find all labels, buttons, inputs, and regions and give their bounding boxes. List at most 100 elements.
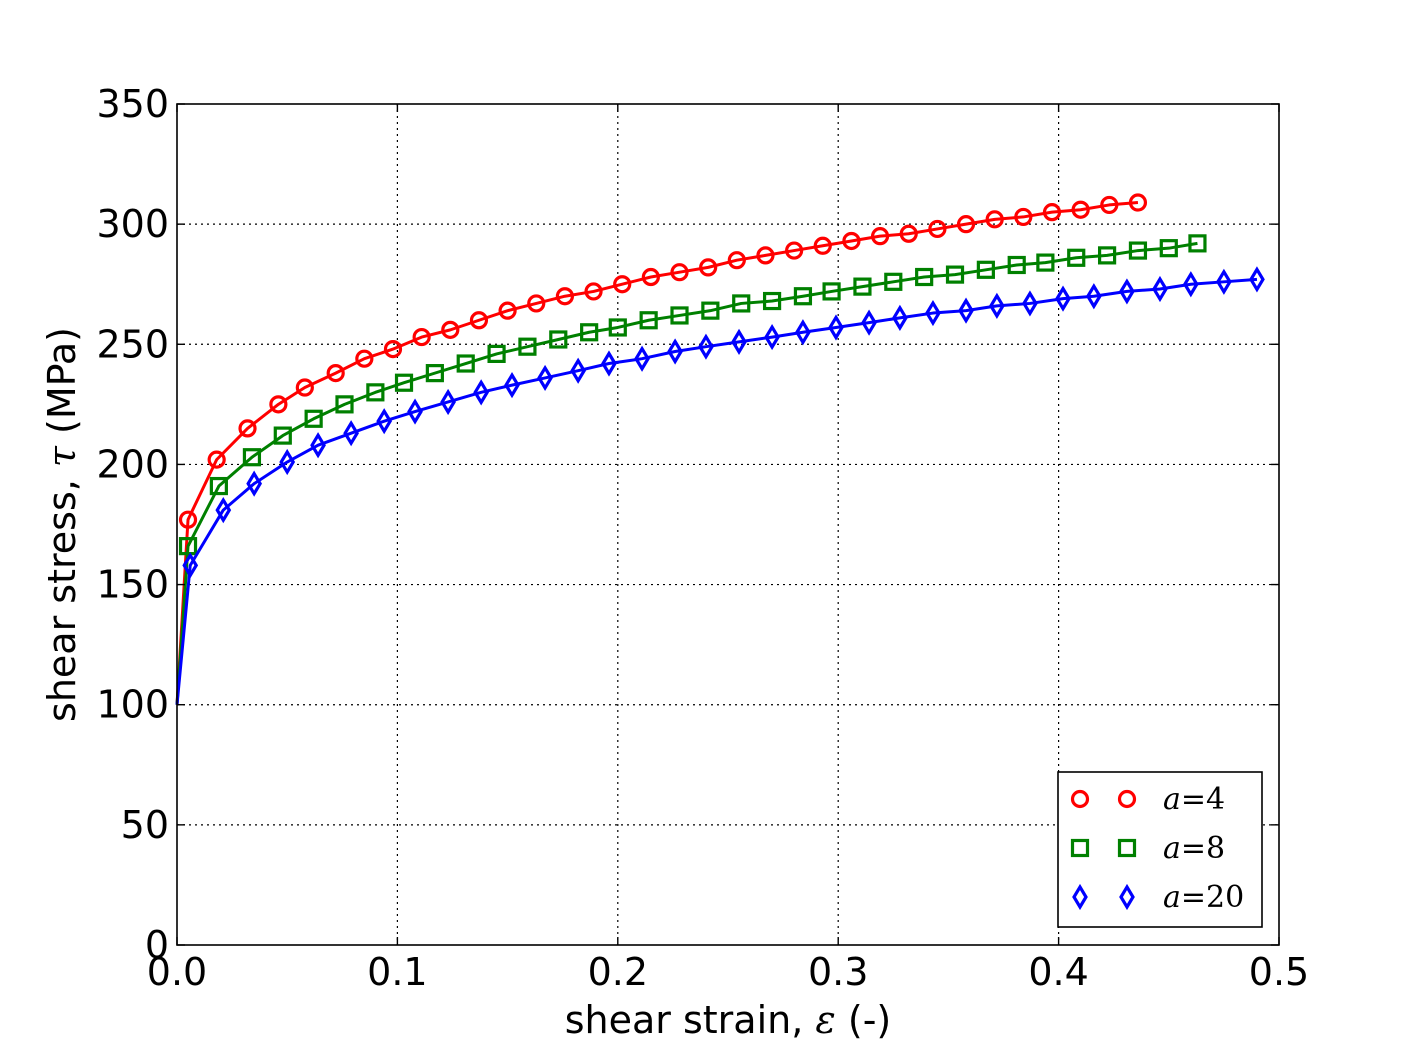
y-tick-label: 350	[96, 82, 169, 126]
ticks: 0.0 0.1 0.2 0.3 0.4 0.5 0 50 100 150 200 250 300 350	[96, 82, 1309, 994]
data-point	[425, 364, 444, 383]
data-point	[555, 287, 575, 306]
data-point	[732, 294, 751, 313]
data-point	[1159, 239, 1178, 258]
legend-marker	[1070, 789, 1090, 809]
data-point	[870, 227, 890, 246]
data-point	[376, 408, 393, 435]
y-tick-label: 0	[145, 923, 169, 967]
y-tick-label: 200	[96, 442, 169, 486]
x-tick-label: 0.3	[808, 950, 868, 994]
data-point	[456, 354, 475, 373]
data-point	[985, 210, 1004, 229]
data-point	[1042, 203, 1062, 222]
data-point	[828, 314, 844, 341]
data-point	[335, 395, 354, 414]
data-point	[215, 496, 232, 524]
data-point	[698, 333, 714, 360]
data-point	[182, 552, 199, 579]
data-point	[884, 272, 903, 291]
y-tick-label: 50	[121, 803, 169, 847]
data-point	[412, 327, 431, 347]
data-point	[1085, 283, 1102, 310]
data-point	[1067, 248, 1086, 267]
data-point	[756, 246, 775, 265]
data-point	[956, 215, 976, 234]
data-point	[1249, 266, 1265, 293]
data-point	[764, 323, 780, 351]
data-point	[1188, 234, 1207, 253]
data-point	[310, 432, 326, 459]
x-tick-label: 0.5	[1249, 950, 1309, 994]
data-point	[570, 357, 586, 384]
data-point	[915, 267, 934, 287]
legend-marker	[1117, 789, 1137, 809]
data-point	[634, 345, 650, 372]
y-tick-label: 100	[96, 683, 169, 727]
data-point	[1216, 268, 1232, 295]
series-a=8	[175, 234, 1207, 705]
y-tick-label: 300	[96, 202, 169, 246]
data-point	[504, 372, 520, 399]
legend-label: a=8	[1163, 831, 1225, 866]
legend-item: a=4	[1070, 782, 1225, 817]
data-point	[383, 339, 403, 359]
data-point	[958, 297, 974, 324]
legend-item: a=8	[1070, 831, 1225, 866]
data-point	[1022, 290, 1038, 317]
data-point	[469, 311, 489, 330]
y-tick-label: 150	[96, 563, 169, 607]
x-tick-label: 0.1	[367, 950, 427, 994]
data-point	[178, 510, 198, 529]
y-tick-label: 250	[96, 322, 169, 366]
data-point	[366, 383, 385, 402]
data-point	[441, 320, 460, 339]
data-point	[727, 251, 746, 270]
plot-frame	[176, 103, 1280, 946]
data-point	[667, 338, 683, 365]
series-line	[175, 201, 1139, 705]
data-point	[1055, 285, 1071, 312]
data-point	[793, 287, 813, 306]
data-point	[304, 409, 323, 428]
data-point	[1071, 200, 1090, 219]
data-point	[1007, 255, 1026, 275]
data-point	[842, 231, 861, 251]
data-point	[537, 364, 553, 392]
series-line	[175, 277, 1258, 705]
data-point	[601, 350, 617, 377]
data-point	[1100, 195, 1119, 215]
data-point	[527, 294, 546, 313]
legend-label: a=4	[1163, 782, 1225, 817]
series-line	[175, 241, 1198, 705]
data-point	[762, 291, 782, 311]
data-point	[608, 318, 627, 337]
data-point	[1182, 271, 1199, 298]
legend: a=4 a=8 a=20	[1057, 771, 1263, 928]
data-point	[1036, 253, 1055, 272]
data-point	[822, 282, 841, 301]
data-point	[639, 311, 658, 330]
data-point	[407, 398, 423, 425]
data-point	[1128, 241, 1148, 260]
data-point	[549, 330, 568, 349]
y-axis-title: shear stress, τ (MPa)	[40, 327, 84, 722]
data-point	[440, 388, 456, 416]
legend-marker	[1119, 883, 1135, 911]
data-point	[209, 476, 228, 496]
data-point	[355, 349, 374, 368]
data-point	[394, 373, 414, 392]
x-tick-label: 0.4	[1028, 950, 1088, 994]
series-a=20	[175, 266, 1265, 705]
data-point	[1152, 275, 1168, 303]
legend-item: a=20	[1072, 880, 1244, 915]
data-point	[295, 378, 314, 397]
data-point	[242, 448, 262, 467]
data-point	[701, 301, 720, 320]
legend-marker	[1070, 838, 1090, 858]
data-point	[928, 219, 947, 239]
data-point	[945, 265, 965, 284]
data-point	[899, 224, 918, 243]
data-point	[925, 299, 941, 327]
data-point	[273, 426, 292, 445]
